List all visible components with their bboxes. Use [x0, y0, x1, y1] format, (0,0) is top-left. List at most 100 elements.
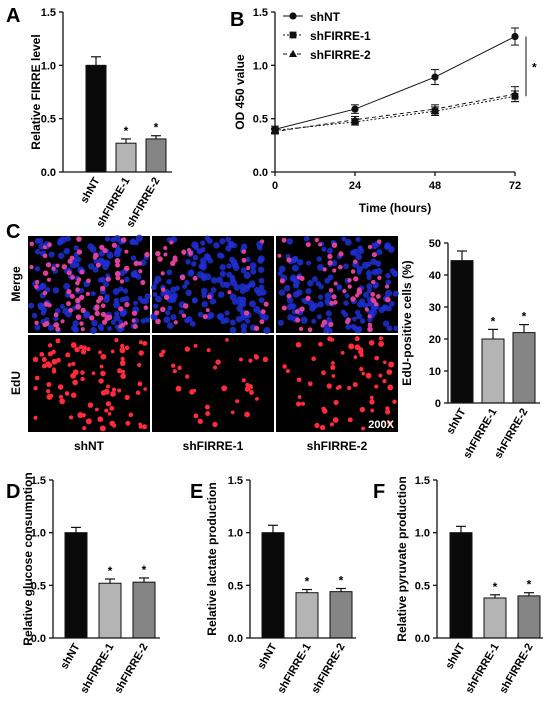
edu-dot	[86, 347, 91, 352]
panel-letter-d: D	[6, 481, 20, 503]
edu-dot	[385, 409, 391, 415]
edu-dot	[138, 350, 144, 356]
nucleus-dot	[114, 248, 121, 255]
edu-merge-dot	[277, 253, 282, 258]
edu-dot	[49, 393, 54, 398]
panel-f-ytick-label: 1.0	[415, 528, 430, 540]
nucleus-dot	[225, 236, 232, 243]
nucleus-dot	[137, 295, 143, 301]
nucleus-dot	[209, 298, 217, 305]
edu-dot	[80, 370, 85, 375]
panel-c-bar	[450, 260, 474, 404]
edu-merge-dot	[53, 322, 60, 328]
micrograph-EdU-shNT	[28, 335, 150, 432]
nucleus-dot	[166, 279, 172, 285]
nucleus-dot	[253, 287, 261, 294]
edu-dot	[374, 355, 380, 361]
edu-merge-dot	[155, 250, 161, 257]
edu-merge-dot	[350, 296, 356, 302]
edu-merge-dot	[385, 296, 391, 303]
nucleus-dot	[240, 323, 248, 330]
nucleus-dot	[75, 256, 82, 263]
edu-merge-dot	[66, 289, 72, 295]
nucleus-dot	[246, 283, 252, 289]
edu-merge-dot	[333, 300, 338, 305]
edu-merge-dot	[120, 237, 127, 243]
panel-a-significance-marker: *	[124, 124, 129, 138]
edu-merge-dot	[370, 297, 376, 302]
edu-merge-dot	[115, 262, 121, 268]
edu-dot	[331, 374, 336, 378]
nucleus-dot	[356, 313, 363, 320]
edu-merge-dot	[102, 248, 108, 254]
edu-merge-dot	[42, 253, 48, 259]
micrograph-EdU-shFIRRE-2	[276, 335, 398, 432]
edu-dot	[107, 412, 112, 416]
nucleus-dot	[34, 248, 41, 255]
edu-merge-dot	[47, 242, 52, 248]
edu-merge-dot	[350, 269, 356, 274]
edu-dot	[296, 401, 302, 407]
nucleus-dot	[316, 314, 322, 320]
edu-merge-dot	[115, 275, 121, 281]
nucleus-dot	[189, 320, 196, 327]
nucleus-dot	[200, 274, 208, 282]
edu-merge-dot	[377, 239, 382, 244]
panel-e-bar-chart: 0.0 0.5 1.0 1.5 Relative lactate production s…	[205, 475, 356, 696]
nucleus-dot	[142, 297, 149, 305]
nucleus-dot	[185, 289, 192, 297]
edu-dot	[120, 343, 125, 349]
nucleus-dot	[351, 248, 359, 256]
edu-dot	[331, 361, 335, 365]
edu-dot	[348, 343, 355, 350]
magnification-label: 200X	[368, 419, 394, 431]
nucleus-dot	[163, 316, 171, 324]
nucleus-dot	[72, 320, 79, 327]
edu-dot	[71, 361, 76, 366]
panel-c-ytick-label: 40	[429, 270, 441, 282]
edu-dot	[354, 336, 360, 342]
nucleus-dot	[160, 291, 166, 297]
edu-merge-dot	[328, 321, 334, 328]
panel-e-bar	[295, 592, 319, 639]
edu-merge-dot	[296, 275, 302, 280]
nucleus-dot	[305, 287, 312, 295]
nucleus-dot	[341, 236, 347, 242]
nucleus-dot	[118, 286, 124, 292]
edu-merge-dot	[29, 264, 34, 270]
nucleus-dot	[216, 276, 223, 284]
nucleus-dot	[365, 261, 372, 267]
edu-merge-dot	[163, 246, 168, 251]
edu-dot	[262, 356, 269, 363]
nucleus-dot	[376, 248, 383, 256]
nucleus-dot	[300, 316, 308, 324]
edu-merge-dot	[92, 255, 98, 260]
nucleus-dot	[97, 257, 105, 265]
nucleus-dot	[336, 284, 343, 291]
nucleus-dot	[34, 238, 41, 245]
panel-e-ytick-label: 1.5	[228, 475, 243, 487]
nucleus-dot	[90, 291, 96, 297]
edu-dot	[94, 407, 99, 412]
nucleus-dot	[210, 277, 218, 284]
nucleus-dot	[307, 280, 314, 287]
nucleus-dot	[367, 309, 373, 316]
edu-merge-dot	[205, 308, 210, 313]
nucleus-dot	[312, 276, 318, 283]
edu-dot	[80, 376, 85, 382]
nucleus-dot	[327, 274, 334, 281]
edu-merge-dot	[115, 270, 121, 277]
nucleus-dot	[52, 287, 60, 294]
edu-dot	[244, 411, 250, 418]
edu-merge-dot	[79, 321, 84, 326]
nucleus-dot	[132, 269, 138, 276]
nucleus-dot	[321, 246, 327, 252]
edu-merge-dot	[181, 313, 187, 318]
panel-b-legend-label: shFIRRE-2	[310, 48, 371, 62]
nucleus-dot	[277, 271, 283, 277]
panel-d-ytick-label: 0.0	[31, 633, 46, 645]
edu-dot	[225, 338, 229, 342]
nucleus-dot	[316, 263, 324, 271]
panel-b-xtick-label: 48	[429, 180, 441, 192]
edu-merge-dot	[75, 287, 80, 292]
